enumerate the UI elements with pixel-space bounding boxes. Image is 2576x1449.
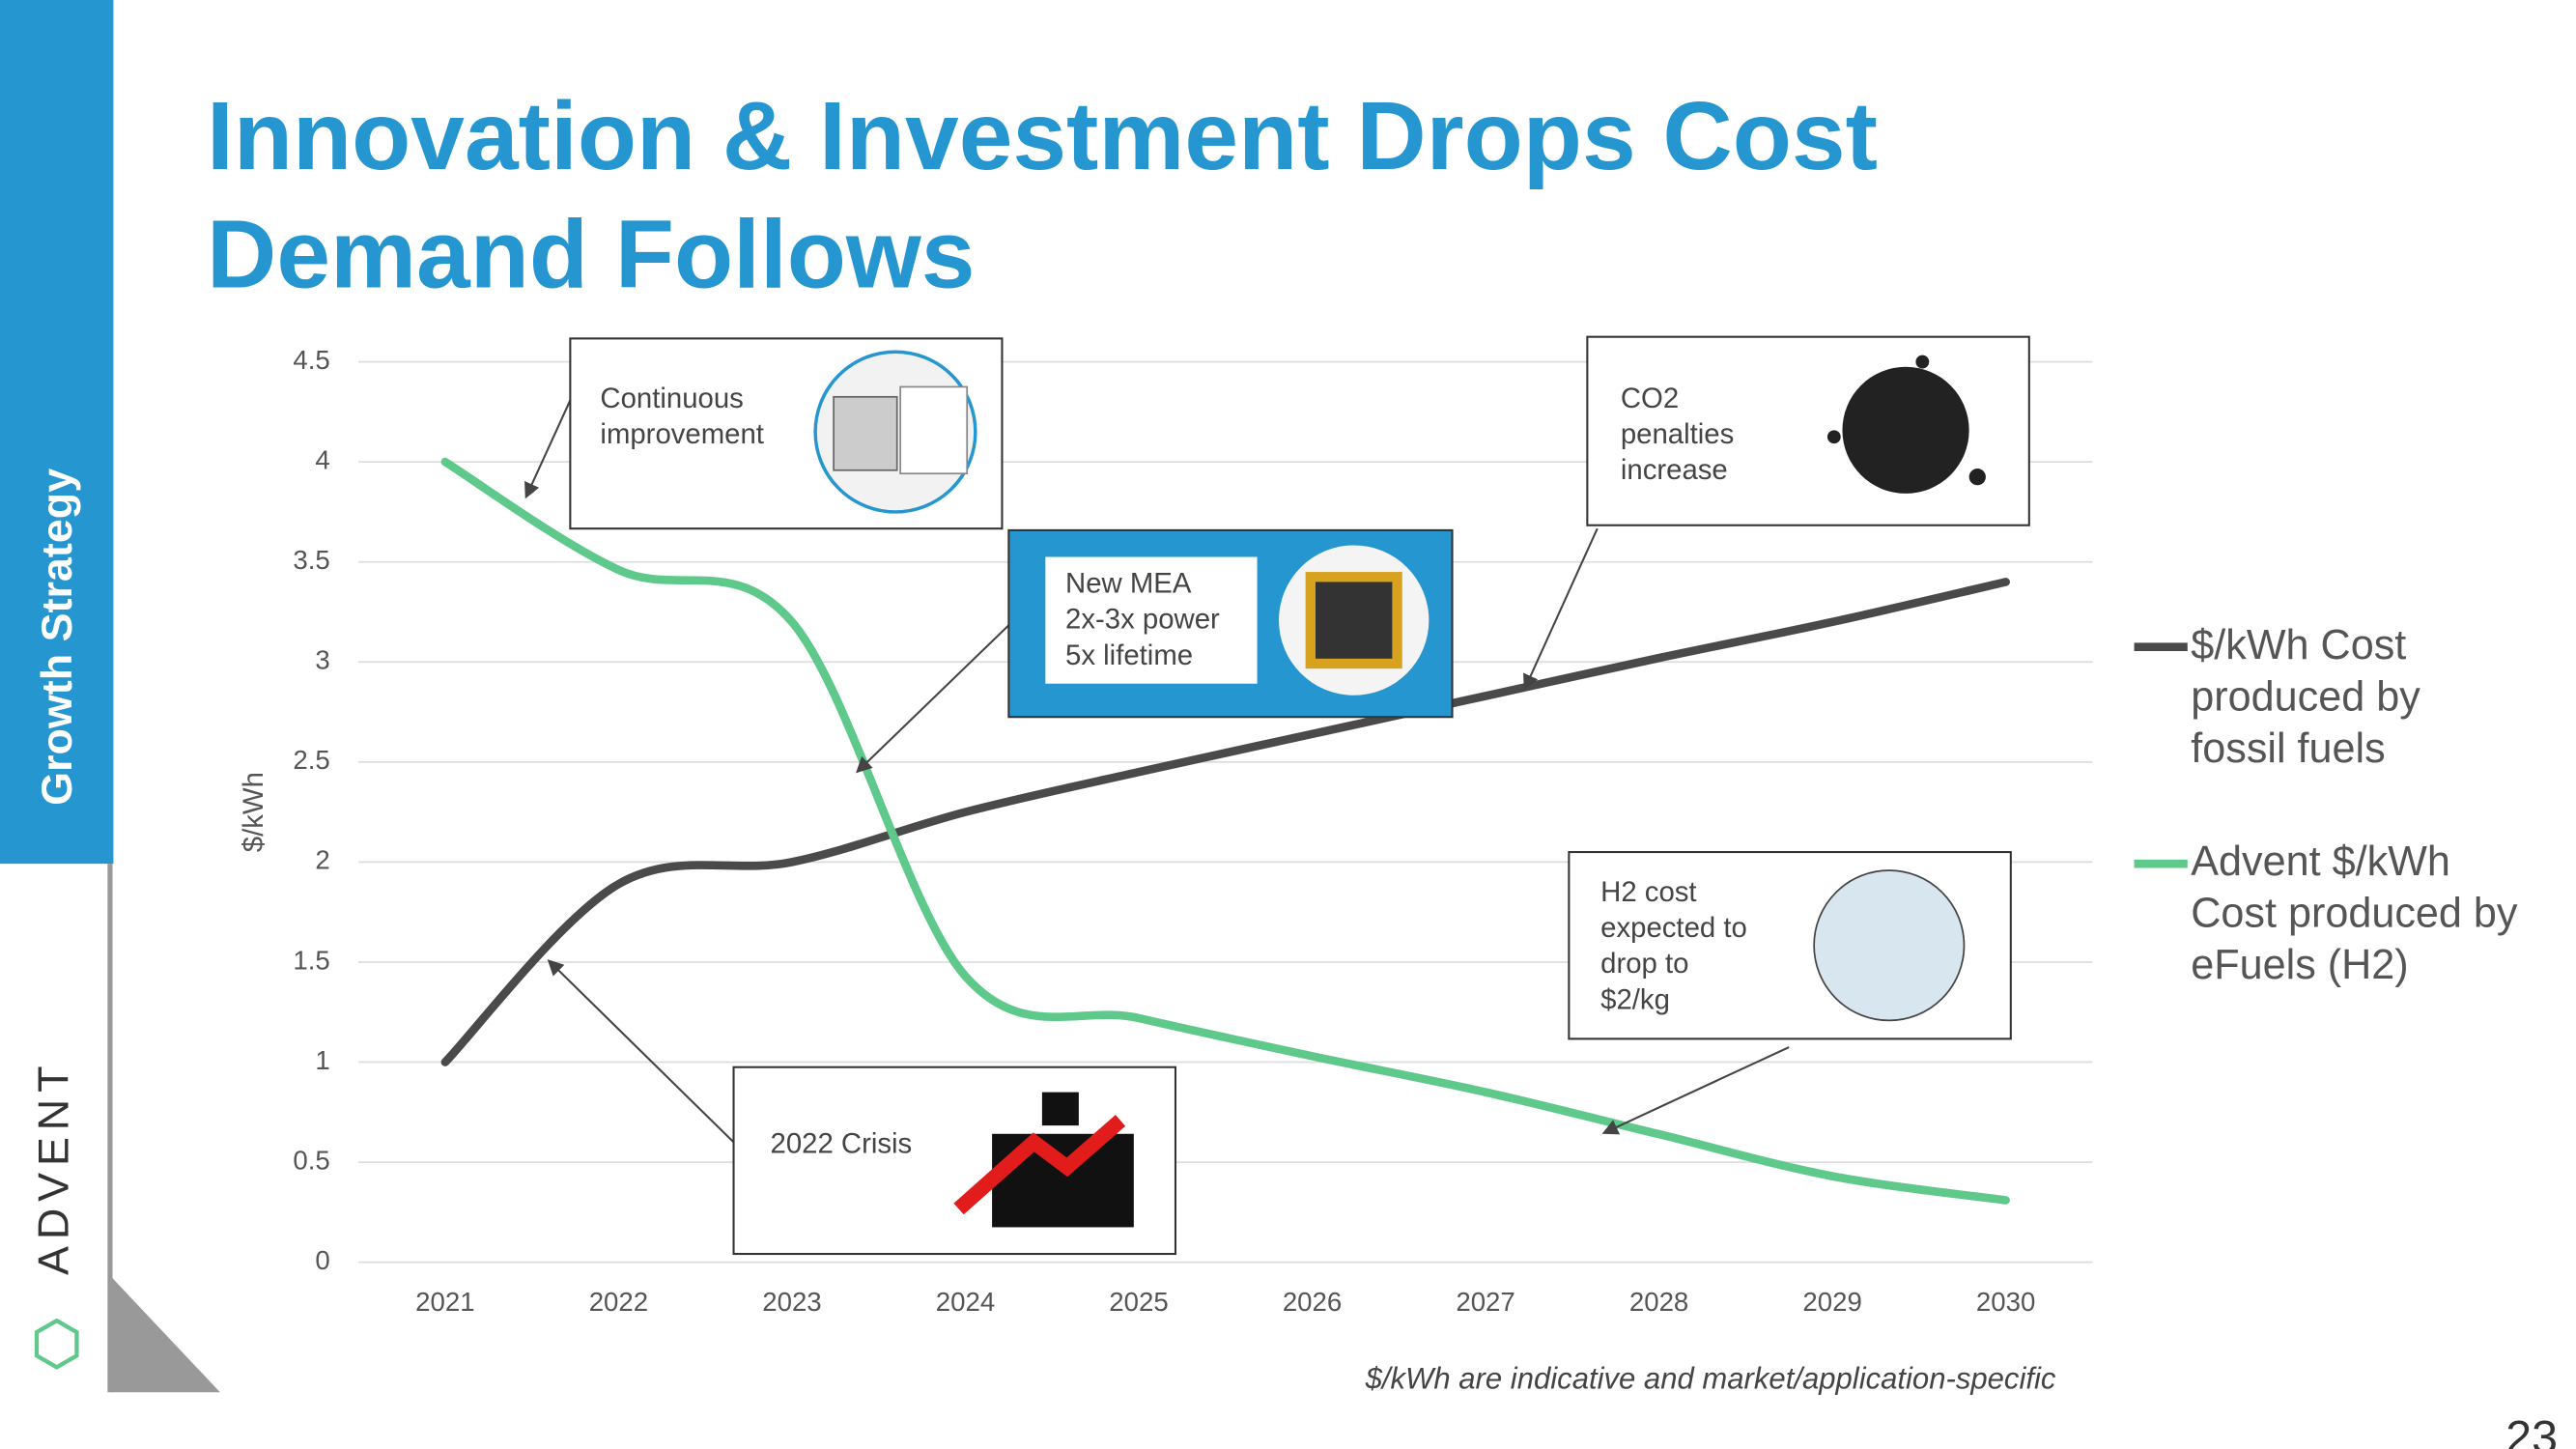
callout-text: $2/kg (1600, 983, 1670, 1015)
x-tick-label: 2030 (1976, 1287, 2035, 1317)
callout-text: New MEA (1065, 568, 1192, 600)
y-axis-label: $/kWh (238, 772, 269, 852)
icon (1826, 430, 1841, 444)
y-tick-label: 3.5 (293, 545, 329, 575)
y-tick-label: 1.5 (293, 945, 329, 975)
icon-part (992, 1133, 1134, 1228)
x-tick-label: 2021 (415, 1287, 474, 1317)
sidebar-label: Growth Strategy (32, 469, 81, 806)
y-tick-label: 2 (315, 845, 329, 875)
x-tick-label: 2026 (1283, 1287, 1342, 1317)
y-tick-label: 0 (315, 1245, 329, 1275)
sidebar (0, 0, 114, 865)
x-tick-label: 2028 (1629, 1287, 1688, 1317)
x-tick-label: 2027 (1456, 1287, 1514, 1317)
callout-text: 2022 Crisis (771, 1128, 913, 1160)
page-number: 23 (2505, 1411, 2558, 1449)
icon (1915, 355, 1930, 369)
callout-text: CO2 (1621, 383, 1679, 414)
title-line-2: Demand Follows (207, 200, 975, 308)
legend-entry: $/kWh Cost produced by fossil fuels (2191, 621, 2420, 773)
y-tick-label: 0.5 (293, 1145, 329, 1175)
callout-text: 2x-3x power (1065, 604, 1220, 636)
callout-text: Continuous (600, 383, 743, 414)
callout-text: 5x lifetime (1065, 639, 1193, 671)
callout-text: improvement (600, 418, 764, 450)
corner-triangle (109, 1275, 220, 1393)
icon-part (833, 395, 898, 471)
callout-text: H2 cost (1600, 876, 1696, 908)
footnote: $/kWh are indicative and market/applicat… (1365, 1361, 2056, 1395)
icon (1813, 869, 1966, 1022)
callout-text: penalties (1621, 418, 1734, 450)
title: Innovation & Investment Drops Cost (207, 82, 1878, 190)
y-tick-label: 3 (315, 645, 329, 675)
logo: ADVENT (29, 1060, 78, 1275)
y-tick-label: 4 (315, 444, 329, 474)
callout-arrow (1523, 527, 1599, 691)
icon (1968, 469, 1986, 486)
legend-label: Advent $/kWh Cost produced by eFuels (H2… (2191, 838, 2518, 989)
icon-part (1305, 572, 1402, 669)
icon-part (1041, 1092, 1079, 1126)
icon-part (953, 1115, 1126, 1215)
callout-text: drop to (1600, 948, 1688, 980)
icon-part (899, 385, 969, 475)
icon (1842, 366, 1969, 494)
x-tick-label: 2024 (936, 1287, 995, 1317)
y-tick-label: 1 (315, 1045, 329, 1075)
callout-inner (1045, 556, 1258, 684)
callout-arrow (547, 959, 735, 1144)
callout-text: increase (1621, 454, 1728, 486)
series-line (440, 457, 2010, 1205)
callout-arrow (524, 399, 572, 499)
logo-icon (34, 1318, 79, 1370)
series-line (440, 578, 2010, 1066)
callout-arrow (856, 624, 1010, 774)
callout-arrow (1601, 1046, 1790, 1135)
x-tick-label: 2029 (1802, 1287, 1861, 1317)
y-tick-label: 2.5 (293, 745, 329, 775)
callout-text: expected to (1600, 912, 1747, 944)
x-tick-label: 2023 (762, 1287, 821, 1317)
y-tick-label: 4.5 (293, 345, 329, 375)
legend-entry: Advent $/kWh Cost produced by eFuels (H2… (2191, 838, 2518, 989)
legend-label: $/kWh Cost produced by fossil fuels (2191, 621, 2420, 773)
x-tick-label: 2022 (589, 1287, 648, 1317)
x-tick-label: 2025 (1109, 1287, 1168, 1317)
